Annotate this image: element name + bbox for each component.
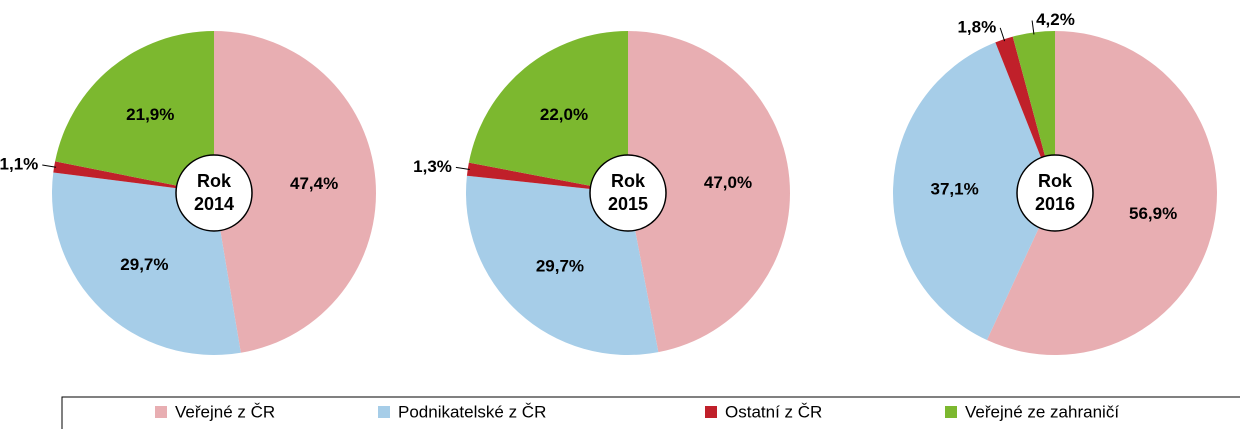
legend-label: Veřejné ze zahraničí [965,402,1119,421]
pie-slice [468,31,628,193]
leader-line [455,166,470,170]
center-circle [175,154,253,232]
data-label: 1,1% [0,154,38,173]
pie-slice [214,31,377,353]
pie-slice [893,42,1055,341]
pie-slice [1012,31,1055,193]
leader-line [1031,20,1035,35]
pie-slice [986,31,1217,356]
data-label: 47,4% [290,174,338,193]
legend-swatch [155,406,167,418]
center-label: 2014 [194,194,234,214]
data-label: 4,2% [1036,10,1075,29]
center-label: 2015 [608,194,648,214]
center-label: Rok [611,171,646,191]
data-label: 22,0% [540,105,588,124]
center-circle [1016,154,1094,232]
pie-slice [53,161,214,193]
pie-slice [466,162,628,193]
legend-swatch [945,406,957,418]
data-label: 47,0% [704,173,752,192]
pie-slice [995,36,1055,194]
data-label: 1,8% [957,17,996,36]
legend-box [61,396,1240,434]
center-label: Rok [1038,171,1073,191]
data-label: 21,9% [126,105,174,124]
legend-label: Ostatní z ČR [725,402,822,421]
center-label: 2016 [1035,194,1075,214]
legend-label: Veřejné z ČR [175,402,275,421]
data-label: 29,7% [120,255,168,274]
pie-slice [55,30,215,194]
data-label: 1,3% [413,157,452,176]
legend-swatch [705,406,717,418]
pie-slice [628,31,790,353]
leader-line [42,164,57,168]
center-circle [589,154,667,232]
center-label: Rok [197,171,232,191]
legend-swatch [378,406,390,418]
data-label: 56,9% [1129,204,1177,223]
data-label: 37,1% [930,180,978,199]
legend-label: Podnikatelské z ČR [398,402,546,421]
data-label: 29,7% [536,256,584,275]
leader-line [999,27,1006,42]
